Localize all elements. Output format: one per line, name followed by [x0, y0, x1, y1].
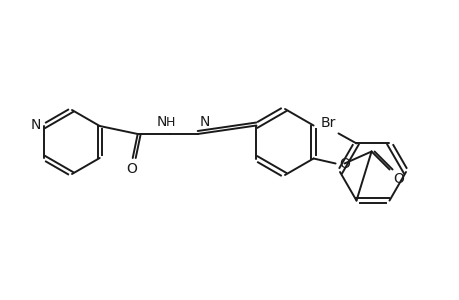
- Text: O: O: [339, 157, 350, 170]
- Text: O: O: [126, 162, 137, 176]
- Text: N: N: [31, 118, 41, 132]
- Text: O: O: [393, 172, 403, 185]
- Text: N: N: [156, 115, 166, 129]
- Text: N: N: [199, 115, 210, 129]
- Text: H: H: [166, 116, 175, 129]
- Text: Br: Br: [320, 116, 336, 130]
